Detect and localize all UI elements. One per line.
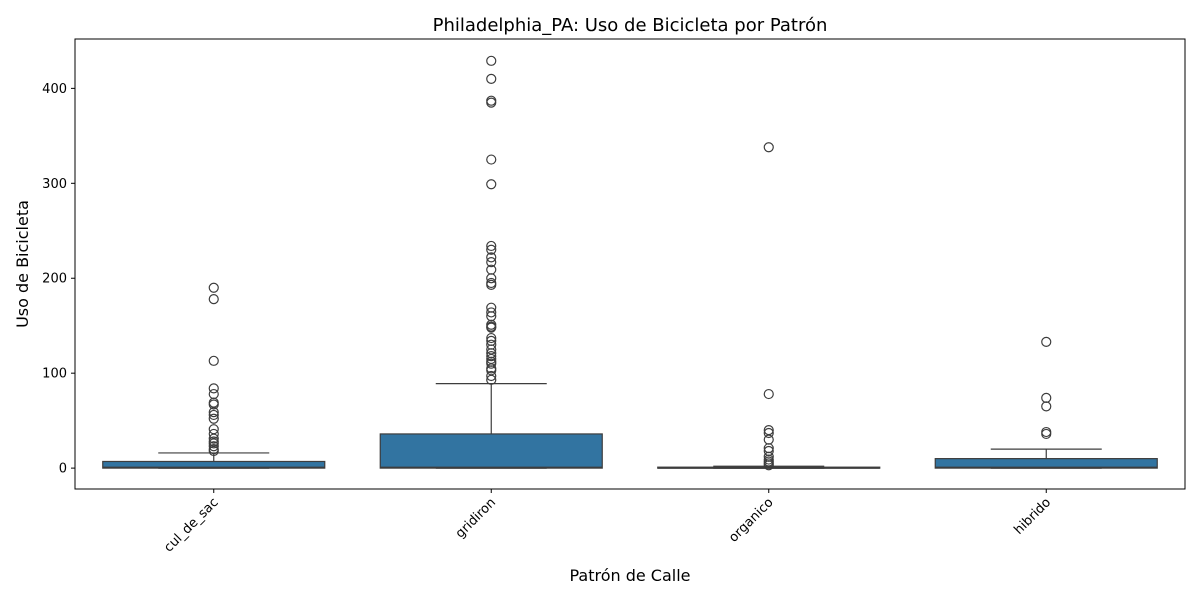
outlier-point bbox=[486, 358, 497, 369]
outlier-point bbox=[208, 441, 219, 452]
x-tick-label: hibrido bbox=[1011, 495, 1054, 538]
x-tick-label: gridiron bbox=[453, 495, 499, 541]
outlier-point bbox=[1041, 401, 1052, 412]
outlier-point bbox=[208, 294, 219, 305]
outlier-point bbox=[486, 332, 497, 344]
y-tick-label: 100 bbox=[42, 367, 67, 382]
box bbox=[102, 460, 326, 469]
outlier-point bbox=[208, 438, 219, 449]
outlier-point bbox=[208, 399, 219, 410]
outlier-point bbox=[1041, 392, 1052, 403]
outlier-point bbox=[486, 370, 497, 382]
outlier-point bbox=[208, 282, 219, 293]
outlier-point bbox=[486, 257, 497, 268]
outlier-point bbox=[1041, 428, 1052, 440]
outlier-point bbox=[208, 445, 219, 457]
outlier-point bbox=[486, 240, 497, 252]
outlier-point bbox=[208, 407, 219, 418]
x-tick-label: organico bbox=[726, 495, 776, 545]
outlier-point bbox=[486, 154, 497, 165]
outlier-point bbox=[486, 350, 497, 362]
outlier-point bbox=[208, 413, 219, 424]
x-tick-label: cul_de_sac bbox=[161, 495, 221, 555]
outlier-point bbox=[486, 244, 497, 255]
outlier-point bbox=[486, 279, 497, 290]
y-tick-label: 400 bbox=[42, 82, 67, 97]
outlier-point bbox=[486, 252, 497, 263]
outlier-point bbox=[208, 409, 219, 421]
chart-title: Philadelphia_PA: Uso de Bicicleta por Pa… bbox=[433, 15, 828, 36]
outlier-point bbox=[208, 433, 219, 444]
outlier-point bbox=[763, 142, 774, 153]
y-tick-label: 0 bbox=[59, 462, 67, 477]
outlier-point bbox=[763, 388, 774, 400]
x-axis-label: Patrón de Calle bbox=[569, 566, 690, 585]
outlier-point bbox=[1041, 336, 1052, 347]
outlier-point bbox=[486, 97, 497, 108]
y-tick-label: 200 bbox=[42, 272, 67, 287]
box bbox=[934, 458, 1158, 469]
y-axis-label: Uso de Bicicleta bbox=[13, 200, 32, 328]
outlier-point bbox=[486, 273, 497, 284]
outlier-point bbox=[208, 383, 219, 394]
outlier-point bbox=[763, 434, 774, 445]
y-tick-label: 300 bbox=[42, 177, 67, 192]
outlier-point bbox=[486, 307, 497, 318]
outlier-point bbox=[763, 427, 774, 439]
outlier-point bbox=[763, 460, 774, 471]
outlier-point bbox=[208, 355, 219, 366]
box bbox=[379, 433, 603, 469]
outlier-point bbox=[486, 55, 497, 66]
outlier-point bbox=[486, 374, 497, 385]
plot-area: 0 100 200 300 400 cul_de_sac gridiron organico h… bbox=[42, 38, 1186, 555]
plot-frame bbox=[74, 38, 1186, 490]
outlier-point bbox=[208, 388, 219, 400]
outlier-point bbox=[486, 179, 497, 190]
outlier-point bbox=[486, 322, 497, 333]
outlier-point bbox=[486, 73, 497, 84]
